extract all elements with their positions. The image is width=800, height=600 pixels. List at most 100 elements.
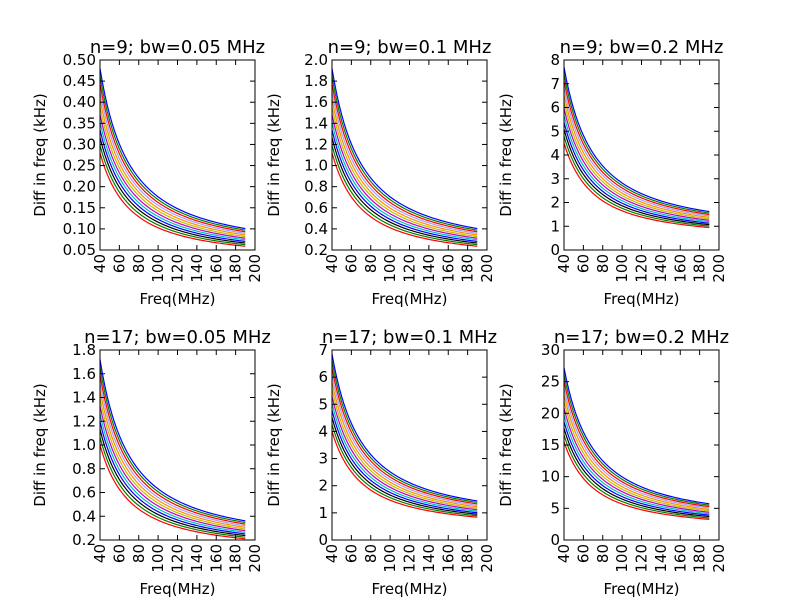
y-axis-label: Diff in freq (kHz): [265, 93, 283, 216]
x-tick-label: 140: [652, 544, 670, 573]
series-line-4: [331, 410, 478, 514]
series-line-7: [331, 106, 478, 238]
x-tick-label: 60: [342, 254, 360, 273]
y-tick-label: 0.05: [63, 241, 96, 259]
series-line-2: [99, 437, 246, 538]
x-tick-label: 120: [169, 544, 187, 573]
x-tick-label: 140: [188, 254, 206, 283]
series-line-3: [563, 428, 710, 518]
series-line-1: [99, 444, 246, 540]
chart-title: n=17; bw=0.1 MHz: [322, 327, 497, 348]
series-line-9: [563, 387, 710, 509]
y-tick-label: 0.25: [63, 157, 96, 175]
x-tick-label: 180: [459, 254, 477, 283]
series-line-6: [563, 407, 710, 513]
series-line-3: [99, 429, 246, 537]
y-tick-label: 5: [550, 499, 560, 517]
y-axis-label: Diff in freq (kHz): [497, 383, 515, 506]
series-line-11: [331, 76, 478, 231]
series-line-1: [331, 152, 478, 247]
y-tick-label: 0.10: [63, 220, 96, 238]
series-line-2: [331, 145, 478, 246]
series-line-8: [99, 99, 246, 236]
y-axis-label: Diff in freq (kHz): [497, 93, 515, 216]
x-tick-label: 100: [613, 254, 631, 283]
x-tick-label: 140: [188, 544, 206, 573]
y-tick-label: 1.0: [304, 157, 328, 175]
series-line-2: [331, 424, 478, 517]
y-tick-label: 4: [318, 422, 328, 440]
y-tick-label: 0.4: [72, 507, 96, 525]
series-line-3: [331, 417, 478, 515]
x-axis-label: Freq(MHz): [140, 580, 216, 598]
y-tick-label: 3: [550, 170, 560, 188]
x-tick-label: 160: [207, 544, 225, 573]
series-line-1: [563, 142, 710, 229]
x-tick-label: 180: [227, 544, 245, 573]
x-tick-label: 140: [420, 544, 438, 573]
series-line-2: [563, 136, 710, 227]
series-line-7: [99, 106, 246, 238]
chart-title: n=9; bw=0.1 MHz: [328, 37, 492, 58]
y-tick-label: 1.8: [72, 341, 96, 359]
series-line-8: [563, 394, 710, 511]
x-tick-label: 120: [401, 544, 419, 573]
series-line-12: [563, 67, 710, 213]
x-tick-label: 60: [574, 254, 592, 273]
series-line-3: [563, 129, 710, 226]
y-tick-label: 1.4: [304, 114, 328, 132]
x-tick-label: 40: [555, 254, 573, 273]
series-line-4: [331, 129, 478, 243]
series-line-2: [99, 145, 246, 246]
y-tick-label: 5: [318, 395, 328, 413]
x-tick-label: 160: [671, 544, 689, 573]
series-line-12: [331, 68, 478, 230]
x-tick-label: 80: [594, 544, 612, 563]
y-tick-label: 4: [550, 146, 560, 164]
series-line-1: [563, 441, 710, 520]
y-tick-label: 0.20: [63, 178, 96, 196]
subplot-5: 40 60 80 100 120 140 160 180 200 0 1 2 3 4 5 6 7n=17; bw…: [265, 327, 497, 598]
y-tick-label: 8: [550, 51, 560, 69]
y-tick-label: 0.8: [72, 460, 96, 478]
series-line-12: [99, 359, 246, 522]
x-tick-label: 60: [110, 254, 128, 273]
y-tick-label: 0.45: [63, 72, 96, 90]
x-tick-label: 120: [401, 254, 419, 283]
y-tick-label: 0.40: [63, 93, 96, 111]
series-line-11: [563, 374, 710, 506]
y-tick-label: 0.2: [72, 531, 96, 549]
series-line-4: [99, 129, 246, 243]
y-tick-label: 20: [541, 404, 560, 422]
series-line-7: [99, 398, 246, 530]
x-tick-label: 160: [439, 254, 457, 283]
y-tick-label: 1: [550, 217, 560, 235]
x-tick-label: 200: [710, 254, 728, 283]
x-tick-label: 80: [362, 254, 380, 273]
series-line-7: [563, 401, 710, 512]
subplot-4: 40 60 80 100 120 140 160 180 200 0.2 0.4 0.6 0.8 1.0 1…: [31, 327, 271, 598]
y-tick-label: 1.6: [72, 365, 96, 383]
series-line-9: [563, 87, 710, 217]
x-tick-label: 180: [227, 254, 245, 283]
series-line-6: [99, 406, 246, 532]
x-tick-label: 40: [91, 544, 109, 563]
y-tick-label: 2: [318, 477, 328, 495]
x-axis-label: Freq(MHz): [604, 290, 680, 308]
series-line-6: [331, 396, 478, 511]
y-tick-label: 1.4: [72, 389, 96, 407]
x-tick-label: 40: [323, 544, 341, 563]
series-line-9: [99, 91, 246, 234]
x-tick-label: 40: [555, 544, 573, 563]
x-tick-label: 140: [652, 254, 670, 283]
series-line-3: [99, 137, 246, 244]
series-line-11: [563, 73, 710, 214]
y-tick-label: 30: [541, 341, 560, 359]
subplot-2: 40 60 80 100 120 140 160 180 200 0.2 0.4 0.6 0.8 1.0 1…: [265, 37, 496, 308]
chart-title: n=9; bw=0.2 MHz: [560, 37, 724, 58]
y-tick-label: 0.6: [304, 199, 328, 217]
series-line-5: [331, 122, 478, 241]
series-line-6: [99, 114, 246, 239]
x-tick-label: 40: [91, 254, 109, 273]
